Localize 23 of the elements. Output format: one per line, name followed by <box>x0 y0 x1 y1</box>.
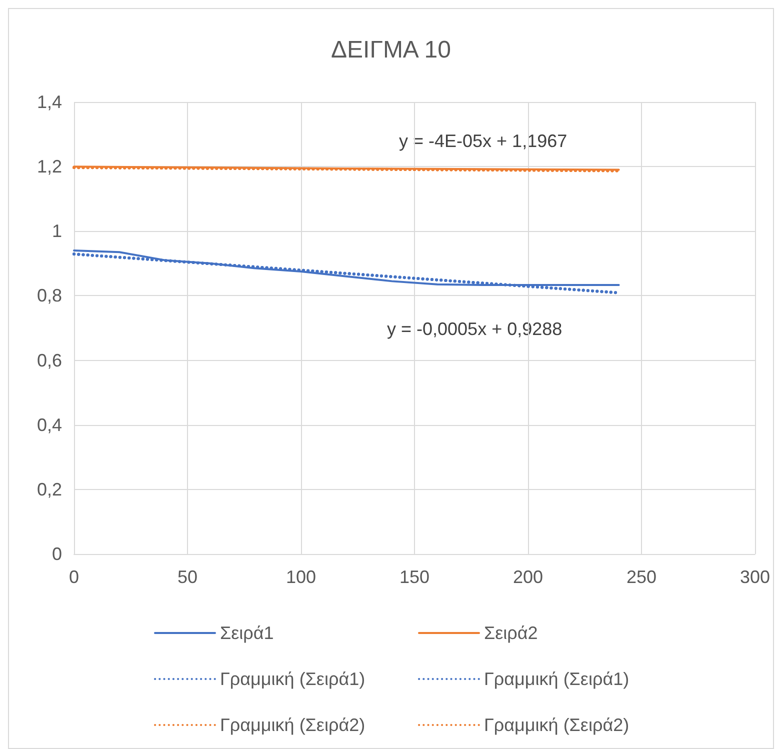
y-tick-label: 1,2 <box>36 156 62 177</box>
legend-label: Γραμμική (Σειρά2) <box>484 715 630 735</box>
chart-title: ΔΕΙΓΜΑ 10 <box>331 36 451 64</box>
legend-label: Γραμμική (Σειρά2) <box>220 715 366 735</box>
x-tick-label: 0 <box>68 567 80 587</box>
legend-label: Σειρά2 <box>484 623 538 643</box>
x-tick-label: 50 <box>177 567 198 587</box>
x-tick-label: 200 <box>512 567 544 587</box>
y-tick-label: 0,4 <box>36 414 62 435</box>
x-tick-label: 100 <box>286 567 316 587</box>
x-tick-label: 250 <box>626 567 657 587</box>
legend-label: Γραμμική (Σειρά1) <box>220 669 366 689</box>
y-tick-label: 1 <box>52 221 62 242</box>
y-tick-label: 0,2 <box>36 479 62 500</box>
y-tick-label: 0,8 <box>36 286 62 306</box>
y-tick-label: 0 <box>52 544 62 564</box>
legend-label: Σειρά1 <box>220 623 274 643</box>
legend-label: Γραμμική (Σειρά1) <box>484 669 630 689</box>
x-tick-label: 150 <box>399 567 430 587</box>
annotation: y = -0,0005x + 0,9288 <box>387 319 562 339</box>
y-tick-label: 0,6 <box>36 350 62 370</box>
x-tick-label: 300 <box>740 567 770 587</box>
y-tick-label: 1,4 <box>36 92 62 112</box>
